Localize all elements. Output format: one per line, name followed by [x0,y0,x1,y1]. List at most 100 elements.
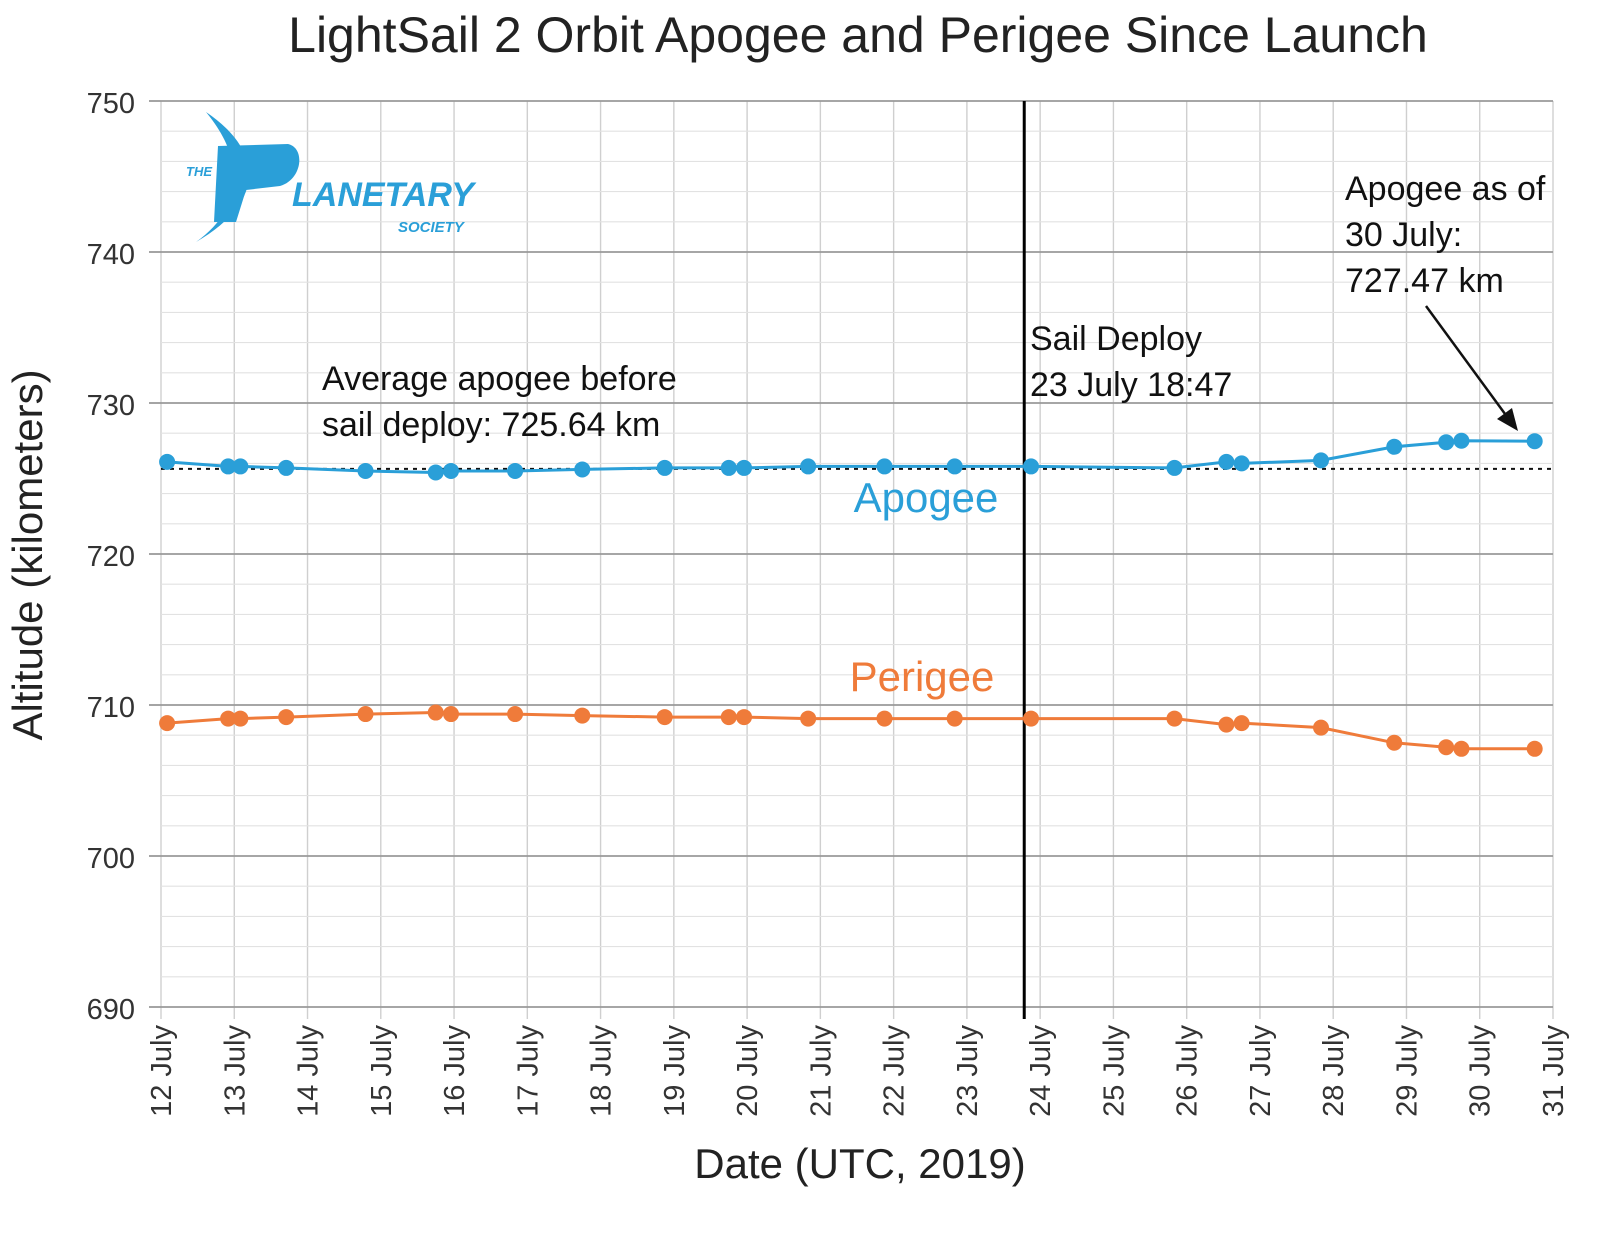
logo-p-glyph [214,144,300,222]
apogee-data-point [1233,455,1250,472]
x-tick-label: 31 July [1538,1025,1570,1117]
x-tick-label: 29 July [1391,1025,1423,1117]
apogee-data-point [1386,438,1403,455]
latest-apogee-annotation-line2: 30 July: [1345,216,1462,254]
apogee-data-point [1218,453,1235,470]
perigee-data-point [278,709,295,726]
apogee-data-point [1313,452,1329,469]
x-tick-label: 18 July [586,1025,618,1117]
y-tick-label: 720 [87,541,135,573]
perigee-data-point [1526,740,1543,757]
x-tick-label: 13 July [219,1025,251,1117]
apogee-data-point [1526,433,1543,450]
logo-swoosh [196,112,250,242]
logo-the: THE [186,164,212,179]
x-tick-label: 20 July [732,1025,764,1117]
perigee-data-point [507,706,524,723]
x-tick-label: 26 July [1172,1025,1204,1117]
x-tick-label: 28 July [1318,1025,1350,1117]
x-tick-label: 17 July [512,1025,544,1117]
sail-deploy-annotation-line1: Sail Deploy [1030,320,1202,358]
perigee-data-point [427,704,444,721]
apogee-data-point [232,458,249,475]
apogee-data-point [443,462,459,479]
x-tick-label: 27 July [1245,1025,1277,1117]
x-tick-label: 12 July [146,1025,178,1117]
apogee-data-point [159,453,176,470]
y-tick-label: 750 [87,88,135,120]
apogee-data-point [736,459,753,476]
x-tick-label: 30 July [1465,1025,1497,1117]
apogee-data-point [220,458,237,475]
perigee-data-point [220,710,237,727]
x-tick-label: 23 July [952,1025,984,1117]
x-axis-ticks: 12 July 13 July 14 July 15 July 16 July 17 Ju… [146,1025,1570,1117]
x-axis-label: Date (UTC, 2019) [694,1140,1025,1187]
apogee-data-point [800,458,817,475]
series-layer [159,432,1543,757]
average-apogee-annotation-line1: Average apogee before [322,360,677,398]
apogee-data-point [574,461,591,478]
sail-deploy-annotation-line2: 23 July 18:47 [1030,366,1232,404]
perigee-data-point [1453,740,1470,757]
x-tick-label: 16 July [439,1025,471,1117]
perigee-series-line [166,710,1535,751]
perigee-data-point [800,710,817,727]
x-tick-label: 14 July [293,1025,325,1117]
latest-apogee-arrow [1424,305,1518,431]
apogee-data-point [278,459,295,476]
x-tick-label: 15 July [366,1025,398,1117]
perigee-data-point [232,710,249,727]
apogee-data-point [1438,434,1455,451]
apogee-data-point [427,464,444,481]
perigee-data-point [946,710,963,727]
planetary-society-logo: THE LANETARY SOCIETY [186,112,477,242]
x-tick-label: 19 July [659,1025,691,1117]
logo-planetary: LANETARY [292,176,477,214]
perigee-data-point [1218,716,1235,733]
perigee-data-point [656,709,673,726]
grid [149,100,1554,1019]
apogee-data-point [946,458,963,475]
logo-society: SOCIETY [398,219,466,236]
perigee-data-point [1386,734,1403,751]
perigee-data-point [574,707,591,724]
perigee-data-point [1023,710,1039,727]
perigee-data-point [1313,719,1329,736]
reference-lines [161,101,1553,1019]
x-tick-label: 24 July [1025,1025,1057,1117]
x-tick-label: 25 July [1098,1025,1130,1117]
y-tick-label: 740 [87,239,135,271]
apogee-series-line [166,439,1535,475]
perigee-series-label: Perigee [850,653,995,700]
latest-apogee-annotation-line1: Apogee as of [1345,170,1546,208]
average-apogee-annotation-line2: sail deploy: 725.64 km [322,406,660,444]
x-tick-label: 21 July [805,1025,837,1117]
apogee-data-point [656,459,673,476]
x-tick-label: 22 July [879,1025,911,1117]
perigee-data-point [876,710,893,727]
y-axis-label: Altitude (kilometers) [4,369,51,740]
perigee-data-point [159,715,176,732]
latest-apogee-annotation-line3: 727.47 km [1345,262,1504,300]
apogee-data-point [1023,458,1039,475]
perigee-data-point [357,706,374,723]
apogee-data-point [507,462,524,479]
y-tick-label: 700 [87,843,135,875]
apogee-data-point [1166,459,1183,476]
y-tick-label: 730 [87,390,135,422]
perigee-data-point [720,709,737,726]
y-tick-label: 710 [87,692,135,724]
perigee-data-point [1233,715,1250,732]
chart-title: LightSail 2 Orbit Apogee and Perigee Sin… [288,7,1428,63]
perigee-data-point [1166,710,1183,727]
y-tick-label: 690 [87,994,135,1026]
perigee-data-point [443,706,459,723]
perigee-data-point [1438,739,1455,756]
apogee-data-point [876,458,893,475]
apogee-data-point [1453,432,1470,449]
apogee-data-point [720,459,737,476]
apogee-data-point [357,462,374,479]
apogee-series-label: Apogee [854,474,999,521]
